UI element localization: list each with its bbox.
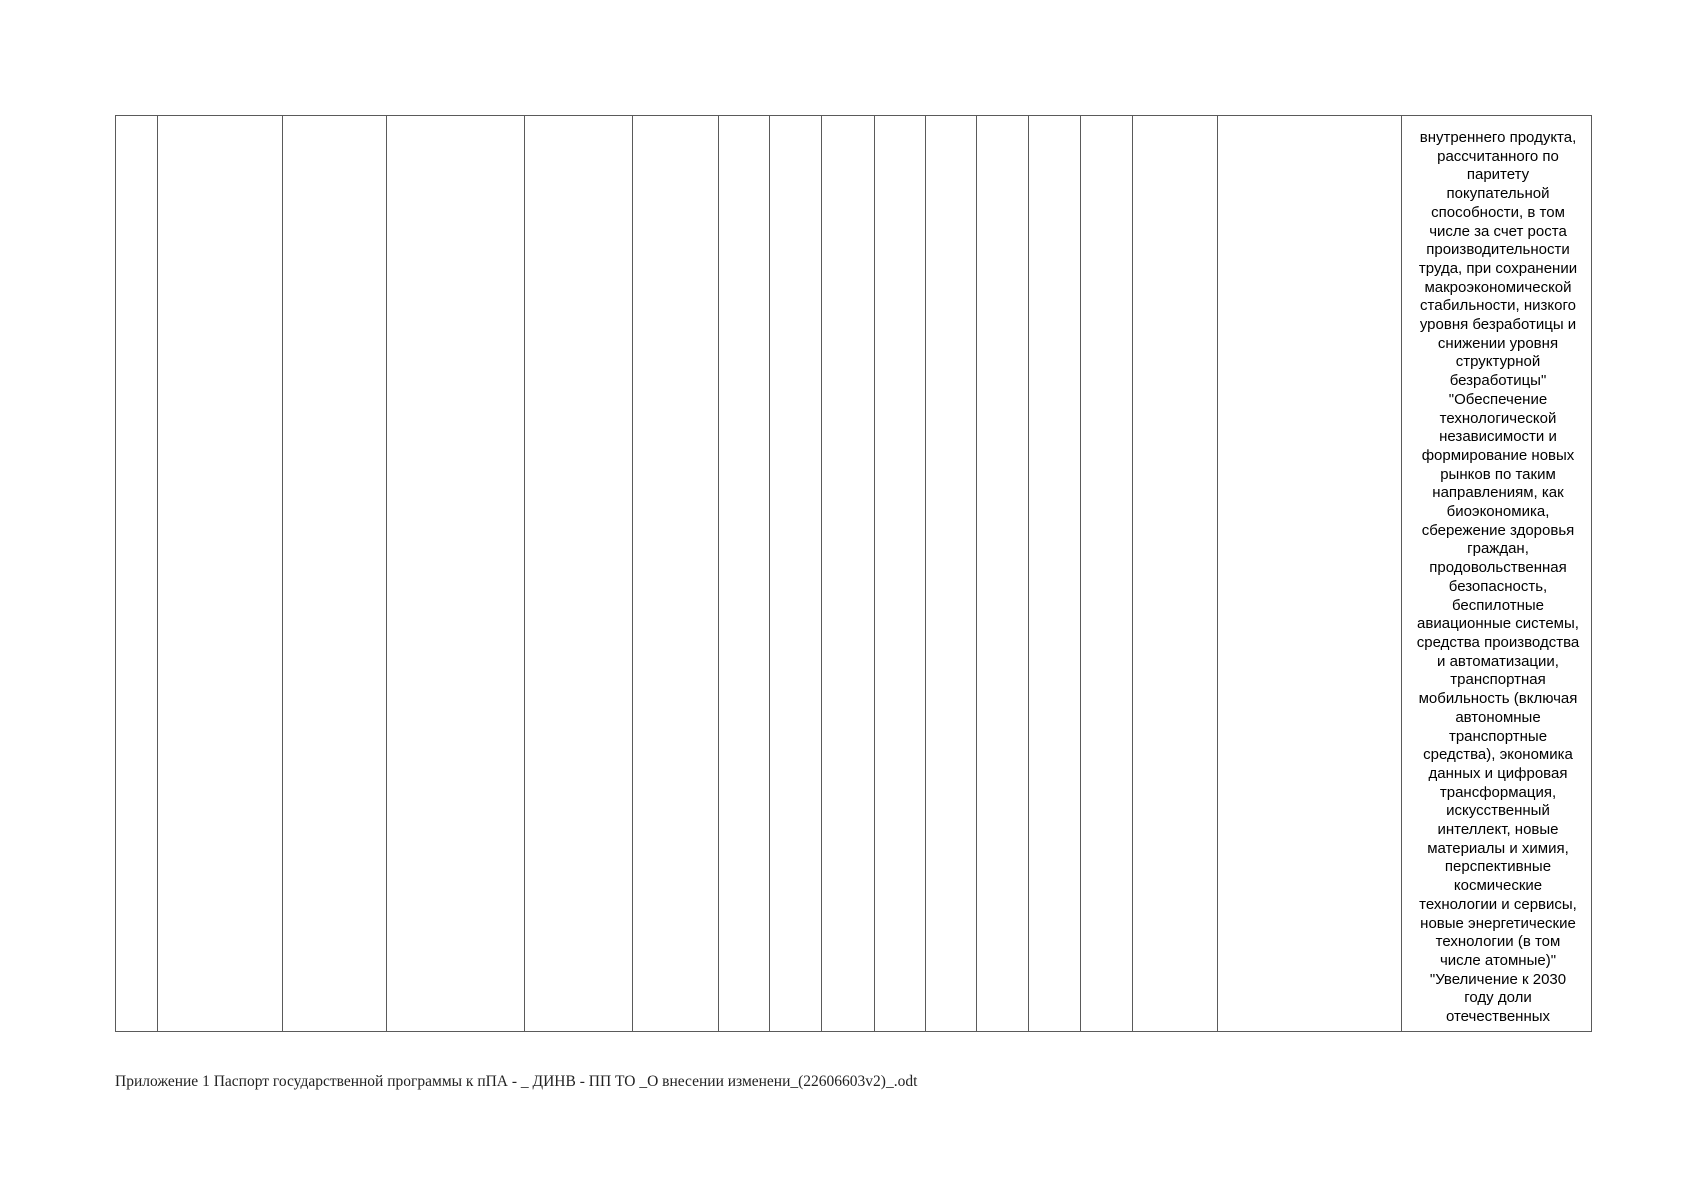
cell-text-line: паритету <box>1466 166 1530 184</box>
cell-text-line: сбережение здоровья <box>1421 521 1575 539</box>
cell-text-line: безопасность, <box>1448 577 1548 595</box>
column-divider <box>1132 116 1133 1031</box>
cell-text-line: средства производства <box>1416 633 1580 651</box>
cell-text-line: автономные <box>1455 708 1541 726</box>
cell-text-line: биоэкономика, <box>1446 503 1550 521</box>
cell-text-line: отечественных <box>1445 1008 1551 1026</box>
cell-text-line: космические <box>1453 877 1543 895</box>
cell-text-line: "Обеспечение <box>1448 390 1548 408</box>
document-table: внутреннего продукта, рассчитанного по пар… <box>115 115 1592 1032</box>
column-divider <box>524 116 525 1031</box>
column-divider <box>282 116 283 1031</box>
column-divider <box>632 116 633 1031</box>
cell-text-line: "Увеличение к 2030 <box>1429 970 1567 988</box>
cell-text-line: трансформация, <box>1439 783 1557 801</box>
column-divider <box>386 116 387 1031</box>
cell-text-line: безработицы" <box>1449 372 1547 390</box>
cell-text-line: стабильности, низкого <box>1420 297 1576 315</box>
cell-text-line: технологии и сервисы, <box>1419 895 1577 913</box>
column-divider <box>157 116 158 1031</box>
cell-text-line: данных и цифровая <box>1428 764 1568 782</box>
cell-text-line: покупательной <box>1446 185 1550 203</box>
cell-text-line: рассчитанного по <box>1437 147 1559 165</box>
cell-text-line: средства), экономика <box>1423 746 1573 764</box>
cell-text-line: производительности <box>1426 241 1570 259</box>
cell-text-line: продовольственная <box>1429 559 1567 577</box>
cell-text-line: году доли <box>1464 989 1532 1007</box>
cell-text-line: направлениям, как <box>1432 484 1564 502</box>
cell-text-line: материалы и химия, <box>1427 839 1569 857</box>
cell-text-line: внутреннего продукта, <box>1419 129 1577 146</box>
document-footer: Приложение 1 Паспорт государственной про… <box>115 1073 918 1090</box>
last-column-cell-text: внутреннего продукта, рассчитанного по пар… <box>1403 129 1593 1027</box>
cell-text-line: новые энергетические <box>1420 914 1576 932</box>
cell-text-line: транспортные <box>1448 727 1548 745</box>
column-divider <box>1080 116 1081 1031</box>
cell-text-line: и автоматизации, <box>1437 652 1559 670</box>
column-divider <box>976 116 977 1031</box>
cell-text-line: рынков по таким <box>1440 465 1556 483</box>
cell-text-line: числе за счет роста <box>1429 222 1567 240</box>
cell-text-line: транспортная <box>1450 671 1546 689</box>
column-divider <box>1217 116 1218 1031</box>
cell-text-line: уровня безработицы и <box>1419 316 1577 334</box>
cell-text-line: граждан, <box>1467 540 1529 558</box>
cell-text-line: перспективные <box>1444 858 1552 876</box>
cell-text-line: макроэкономической <box>1424 278 1572 296</box>
cell-text-line: формирование новых <box>1421 446 1575 464</box>
cell-text-line: способности, в том <box>1431 203 1565 221</box>
cell-text-line: авиационные системы, <box>1417 615 1579 633</box>
cell-text-line: независимости и <box>1439 428 1557 446</box>
cell-text-line: технологической <box>1439 409 1557 427</box>
cell-text-line: снижении уровня <box>1437 334 1559 352</box>
column-divider <box>1028 116 1029 1031</box>
column-divider <box>769 116 770 1031</box>
cell-text-line: труда, при сохранении <box>1418 259 1578 277</box>
column-divider <box>718 116 719 1031</box>
cell-text-line: структурной <box>1455 353 1541 371</box>
cell-text-line: технологии (в том <box>1435 933 1561 951</box>
column-divider <box>821 116 822 1031</box>
cell-text-line: искусственный <box>1446 802 1550 820</box>
cell-text-line: беспилотные <box>1452 596 1544 614</box>
cell-text-line: числе атомные)" <box>1439 951 1557 969</box>
column-divider <box>925 116 926 1031</box>
cell-text-line: мобильность (включая <box>1418 690 1578 708</box>
cell-text-line: интеллект, новые <box>1437 821 1559 839</box>
column-divider <box>1401 116 1402 1031</box>
column-divider <box>874 116 875 1031</box>
